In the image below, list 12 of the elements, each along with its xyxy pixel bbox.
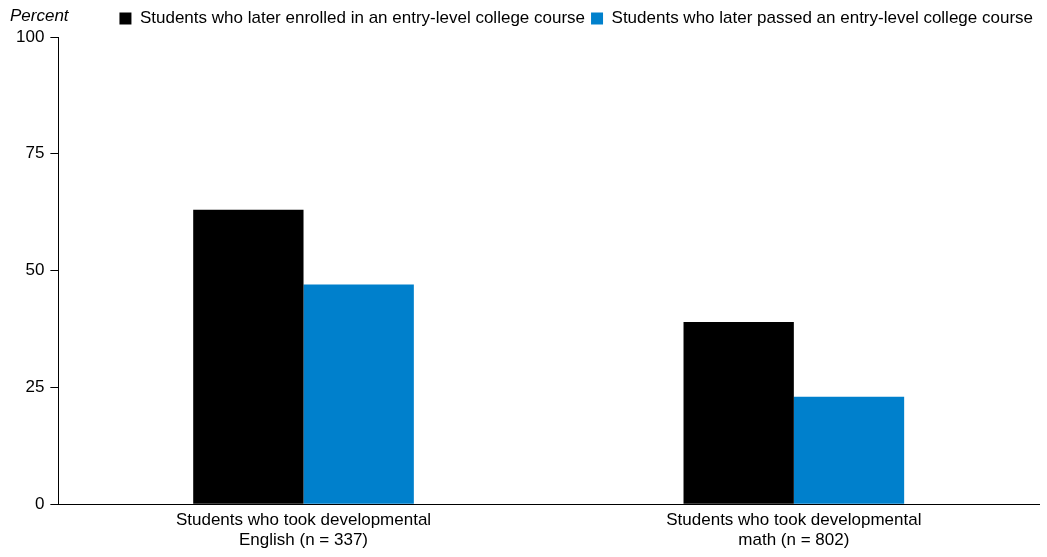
y-tick-label: 50 bbox=[25, 260, 45, 280]
legend-label: Students who later passed an entry-level college course bbox=[611, 8, 1033, 28]
x-tick-label: Students who took developmental English (n = 337) bbox=[175, 510, 432, 550]
y-tick-label: 0 bbox=[34, 493, 45, 513]
legend-label: Students who later enrolled in an entry-level college course bbox=[139, 8, 586, 28]
y-axis-title: Percent bbox=[10, 6, 70, 26]
x-tick-label: Students who took developmental math (n = 802) bbox=[666, 510, 922, 550]
y-tick-label: 25 bbox=[25, 377, 45, 397]
bar bbox=[793, 396, 905, 504]
y-tick-label: 100 bbox=[15, 26, 45, 46]
y-tick-label: 75 bbox=[25, 143, 45, 163]
bar bbox=[303, 284, 414, 504]
